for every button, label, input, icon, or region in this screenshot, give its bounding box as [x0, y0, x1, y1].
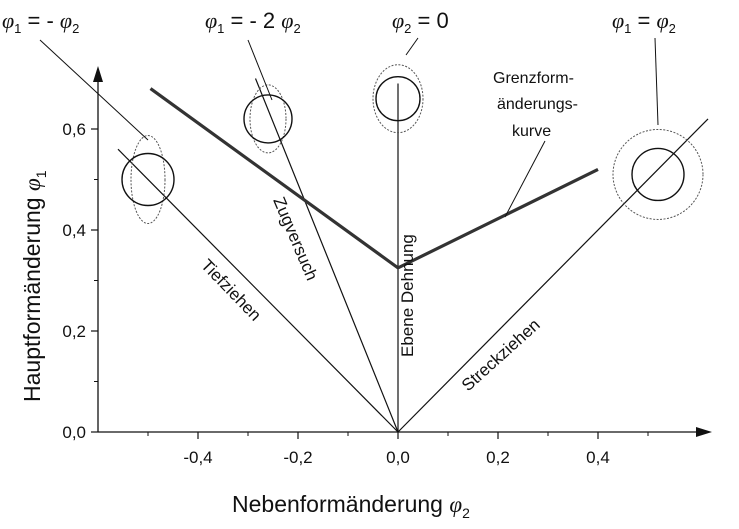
x-tick-label: 0,2 [486, 448, 510, 467]
y-tick-label: 0,4 [62, 221, 86, 240]
deformed-ellipse [249, 84, 287, 154]
deformed-ellipse [130, 135, 166, 224]
x-tick-label: 0,4 [586, 448, 610, 467]
leader-line [247, 39, 273, 101]
path-streckziehen [397, 118, 709, 433]
label-tiefziehen: Tiefziehen [197, 256, 265, 325]
label-streckziehen: Streckziehen [458, 315, 544, 395]
x-tick-label: 0,0 [386, 448, 410, 467]
deformed-ellipse [372, 64, 424, 134]
y-axis-arrow [93, 66, 103, 82]
x-tick-label: -0,2 [283, 448, 312, 467]
leader-line [654, 37, 659, 126]
y-tick-label: 0,0 [62, 423, 86, 442]
initial-circle [243, 94, 293, 144]
initial-circle [121, 152, 175, 207]
x-tick-label: -0,4 [183, 448, 212, 467]
initial-circle [631, 147, 685, 202]
forming-limit-curve [149, 87, 599, 270]
flc-label-line3: kurve [512, 123, 551, 140]
flc-label-line2: änderungs- [497, 96, 578, 113]
y-axis-title: Hauptformänderung φ1 [19, 170, 49, 402]
x-axis-title: Nebenformänderung φ2 [232, 491, 470, 521]
deformed-ellipse [612, 128, 704, 220]
header-eq-3: φ2 = 0 [392, 8, 449, 36]
path-zugversuch [254, 78, 399, 433]
initial-circle [375, 75, 421, 122]
leader-line [504, 140, 546, 218]
header-eq-4: φ1 = φ2 [612, 8, 676, 36]
label-ebene-dehnung: Ebene Dehnung [398, 234, 417, 357]
flc-label-line1: Grenzform- [493, 70, 574, 87]
path-tiefziehen [117, 148, 399, 433]
leader-line [405, 37, 419, 56]
leader-line [39, 39, 149, 141]
header-eq-1: φ1 = - φ2 [2, 8, 79, 36]
y-tick-label: 0,6 [62, 120, 86, 139]
header-eq-2: φ1 = - 2 φ2 [205, 8, 301, 36]
y-tick-label: 0,2 [62, 322, 86, 341]
x-axis-arrow [696, 427, 712, 437]
